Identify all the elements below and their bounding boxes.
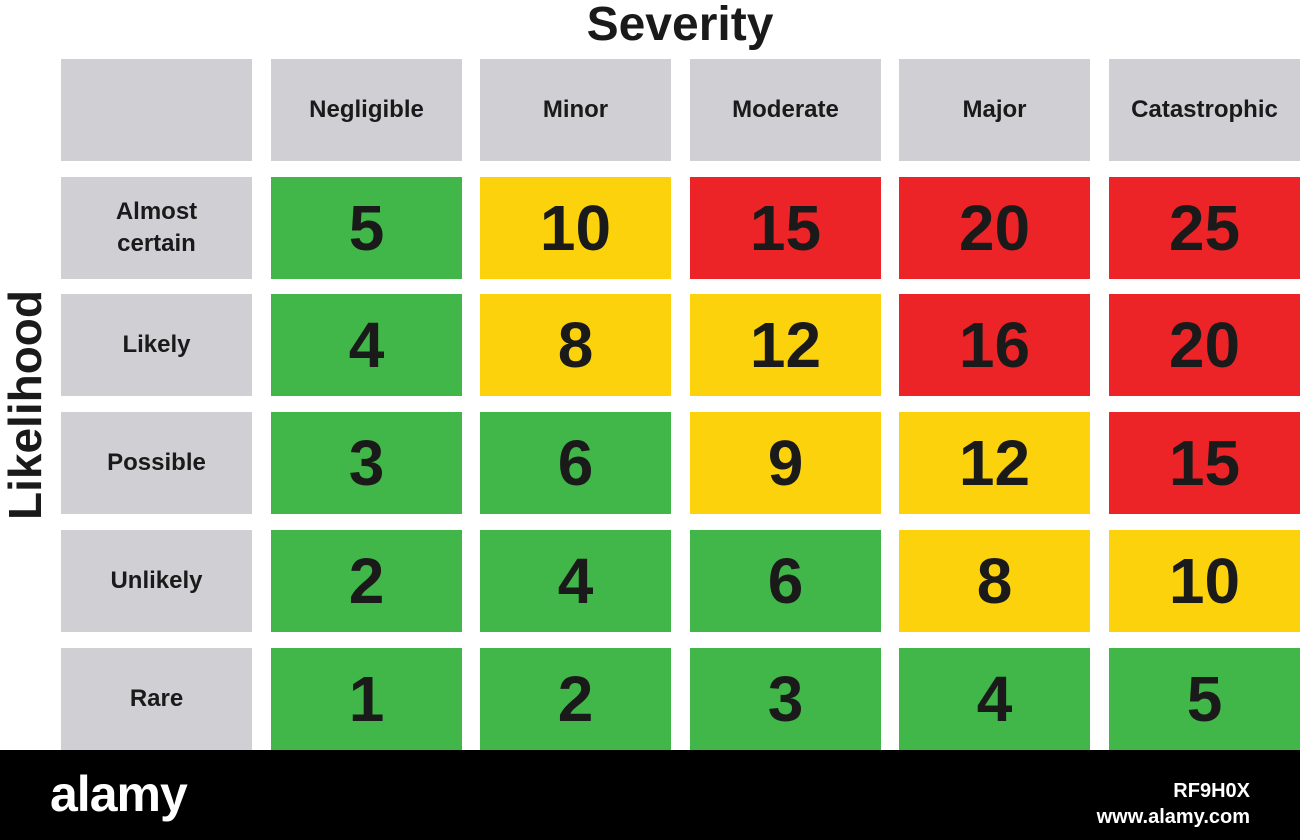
corner-cell bbox=[61, 59, 252, 161]
watermark-bar: alamy RF9H0X www.alamy.com bbox=[0, 750, 1300, 840]
risk-cell: 9 bbox=[690, 412, 881, 514]
watermark-url: www.alamy.com bbox=[1096, 806, 1250, 828]
likelihood-header-unlikely: Unlikely bbox=[61, 530, 252, 632]
risk-cell: 10 bbox=[1109, 530, 1300, 632]
likelihood-header-almost-certain: Almost certain bbox=[61, 177, 252, 279]
severity-header-catastrophic: Catastrophic bbox=[1109, 59, 1300, 161]
risk-cell: 25 bbox=[1109, 177, 1300, 279]
risk-cell: 2 bbox=[480, 648, 671, 750]
risk-cell: 4 bbox=[899, 648, 1090, 750]
risk-cell: 2 bbox=[271, 530, 462, 632]
risk-cell: 4 bbox=[271, 294, 462, 396]
risk-cell: 3 bbox=[271, 412, 462, 514]
likelihood-axis-title: Likelihood bbox=[0, 290, 51, 520]
risk-cell: 5 bbox=[1109, 648, 1300, 750]
risk-cell: 1 bbox=[271, 648, 462, 750]
risk-cell: 6 bbox=[690, 530, 881, 632]
risk-cell: 15 bbox=[1109, 412, 1300, 514]
risk-cell: 3 bbox=[690, 648, 881, 750]
risk-cell: 15 bbox=[690, 177, 881, 279]
risk-cell: 5 bbox=[271, 177, 462, 279]
risk-cell: 12 bbox=[899, 412, 1090, 514]
risk-cell: 10 bbox=[480, 177, 671, 279]
risk-cell: 8 bbox=[480, 294, 671, 396]
likelihood-header-possible: Possible bbox=[61, 412, 252, 514]
risk-cell: 8 bbox=[899, 530, 1090, 632]
risk-cell: 20 bbox=[899, 177, 1090, 279]
likelihood-header-rare: Rare bbox=[61, 648, 252, 750]
severity-header-moderate: Moderate bbox=[690, 59, 881, 161]
severity-header-minor: Minor bbox=[480, 59, 671, 161]
watermark-logo: alamy bbox=[50, 766, 188, 822]
risk-cell: 6 bbox=[480, 412, 671, 514]
likelihood-header-likely: Likely bbox=[61, 294, 252, 396]
risk-cell: 20 bbox=[1109, 294, 1300, 396]
severity-header-negligible: Negligible bbox=[271, 59, 462, 161]
watermark-image-id: RF9H0X bbox=[1173, 780, 1250, 802]
risk-cell: 12 bbox=[690, 294, 881, 396]
severity-header-major: Major bbox=[899, 59, 1090, 161]
risk-cell: 16 bbox=[899, 294, 1090, 396]
severity-axis-title: Severity bbox=[586, 0, 774, 51]
risk-cell: 4 bbox=[480, 530, 671, 632]
